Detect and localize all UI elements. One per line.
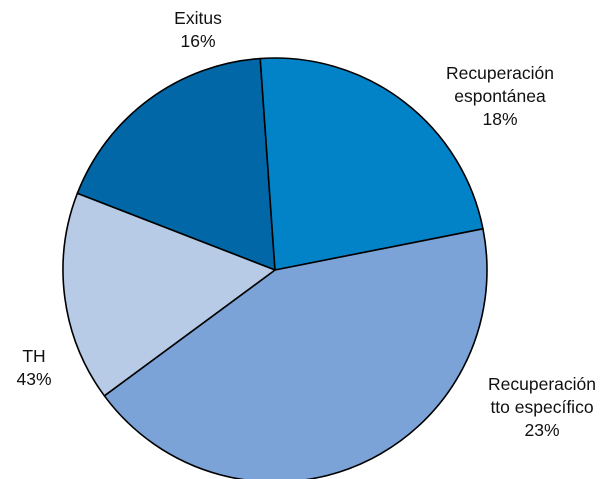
slice-percent-label-3: 16% (180, 31, 215, 51)
slice-percent-label-2: 43% (16, 369, 51, 389)
slice-category-label-0: espontánea (454, 86, 546, 106)
pie-slice-3 (62, 192, 276, 397)
pie-slice-0 (76, 57, 276, 271)
pie-slice-1 (259, 57, 484, 271)
slice-category-label-1: tto específico (490, 397, 593, 417)
pie-slice-2 (103, 228, 488, 479)
slice-percent-label-0: 18% (482, 109, 517, 129)
slice-category-label-3: Exitus (174, 8, 222, 28)
slice-category-label-2: TH (22, 346, 45, 366)
slice-category-label-0: Recuperación (446, 63, 554, 83)
pie-slices (62, 57, 488, 479)
slice-percent-label-1: 23% (524, 420, 559, 440)
pie-labels: Recuperación espontánea 18% Recuperación tto… (16, 8, 596, 440)
slice-category-label-1: Recuperación (488, 374, 596, 394)
